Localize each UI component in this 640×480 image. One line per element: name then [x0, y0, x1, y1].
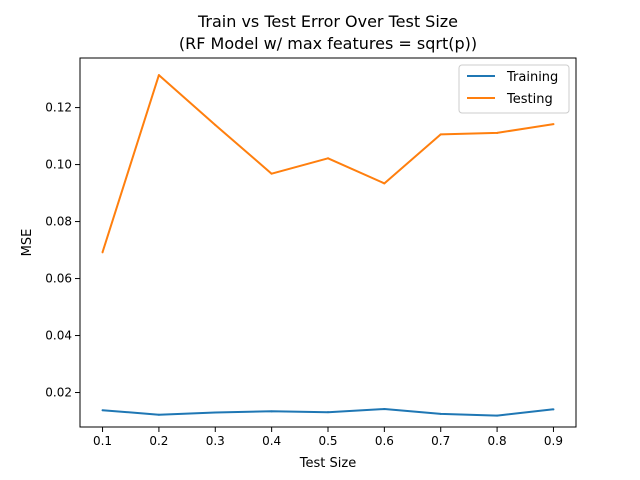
- x-tick-label: 0.3: [206, 434, 225, 448]
- data-point-testing: [439, 133, 442, 136]
- data-point-training: [552, 408, 555, 411]
- y-tick-label: 0.02: [45, 386, 72, 400]
- x-tick-label: 0.7: [431, 434, 450, 448]
- x-tick-label: 0.4: [262, 434, 281, 448]
- series-layer: [101, 74, 555, 417]
- data-point-training: [327, 411, 329, 414]
- data-point-training: [383, 408, 386, 411]
- data-point-training: [496, 414, 499, 417]
- y-tick-label: 0.10: [45, 158, 72, 172]
- x-axis-label: Test Size: [299, 456, 356, 471]
- data-point-testing: [383, 182, 386, 185]
- chart-subtitle: (RF Model w/ max features = sqrt(p)): [179, 34, 477, 53]
- data-point-testing: [496, 131, 499, 134]
- data-point-training: [270, 410, 273, 413]
- data-point-testing: [157, 74, 160, 77]
- y-tick-label: 0.08: [45, 215, 72, 229]
- y-axis-label: MSE: [20, 229, 35, 257]
- x-tick-label: 0.8: [488, 434, 507, 448]
- data-point-training: [101, 409, 104, 412]
- x-tick-label: 0.1: [93, 434, 112, 448]
- legend: Training Testing: [458, 64, 570, 114]
- x-tick-label: 0.6: [375, 434, 394, 448]
- x-tick-label: 0.9: [544, 434, 563, 448]
- x-tick-label: 0.2: [149, 434, 168, 448]
- y-tick-label: 0.12: [45, 101, 72, 115]
- x-axis: 0.1 0.2 0.3 0.4 0.5 0.6 0.7 0.8 0.9: [93, 427, 563, 448]
- data-point-testing: [214, 123, 217, 126]
- y-axis: 0.02 0.04 0.06 0.08 0.10 0.12: [45, 101, 80, 400]
- y-tick-label: 0.04: [45, 329, 72, 343]
- legend-label-training: Training: [506, 70, 558, 85]
- data-point-testing: [270, 172, 273, 175]
- data-point-training: [214, 411, 217, 414]
- legend-label-testing: Testing: [506, 92, 553, 107]
- x-tick-label: 0.5: [318, 434, 337, 448]
- chart-title: Train vs Test Error Over Test Size: [197, 12, 458, 31]
- data-point-training: [439, 412, 442, 415]
- data-point-testing: [552, 123, 555, 126]
- y-tick-label: 0.06: [45, 272, 72, 286]
- data-point-training: [157, 413, 160, 416]
- data-point-testing: [327, 157, 329, 160]
- data-point-testing: [101, 251, 104, 254]
